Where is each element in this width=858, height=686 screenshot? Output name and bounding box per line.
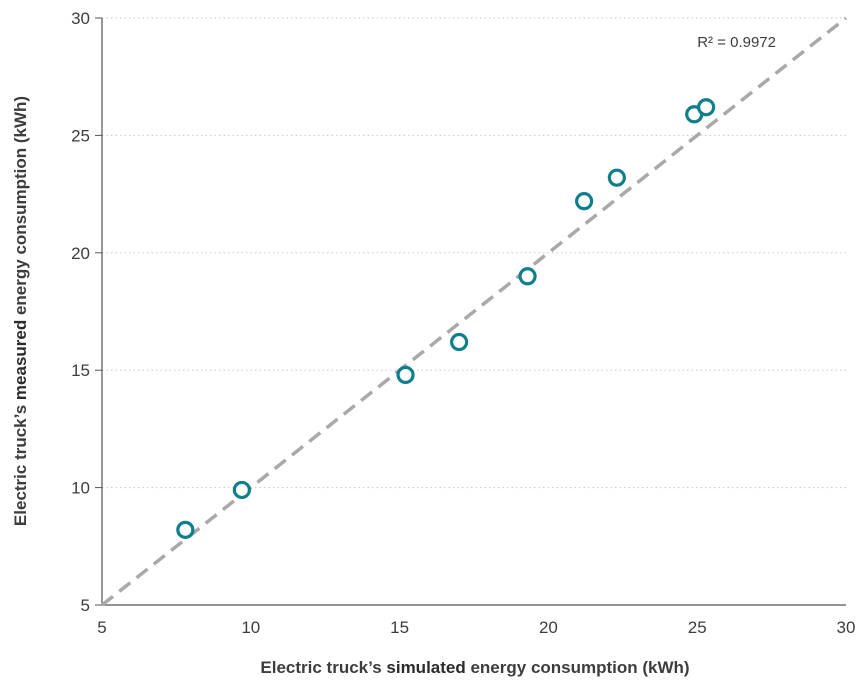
x-axis-title: Electric truck’s simulated energy consum…	[260, 658, 689, 677]
data-point-1	[176, 520, 195, 539]
data-points	[176, 98, 716, 539]
x-tick-label-10: 10	[241, 618, 260, 637]
x-tick-label-15: 15	[390, 618, 409, 637]
r-squared-annotation: R² = 0.9972	[697, 34, 776, 51]
x-axis-title-emphasis: simulated	[386, 658, 465, 677]
data-point-9	[697, 98, 716, 117]
x-tick-label-5: 5	[97, 618, 106, 637]
axes	[95, 17, 846, 606]
y-axis-title-emphasis: measured	[11, 320, 30, 400]
x-tick-label-25: 25	[688, 618, 707, 637]
y-tick-label-30: 30	[71, 9, 90, 28]
data-point-4	[450, 332, 469, 352]
fit-line-group	[100, 16, 848, 607]
fit-line	[100, 16, 848, 607]
x-tick-label-20: 20	[539, 618, 558, 637]
y-tick-label-5: 5	[81, 596, 90, 615]
y-tick-label-20: 20	[71, 244, 90, 263]
y-axis-title-prefix: Electric truck’s	[11, 400, 30, 526]
x-axis-title-suffix: energy consumption (kWh)	[466, 658, 690, 677]
data-point-6	[575, 192, 594, 211]
data-point-5	[518, 267, 537, 286]
x-axis-title-prefix: Electric truck’s	[260, 658, 386, 677]
x-tick-label-30: 30	[837, 618, 856, 637]
y-tick-label-10: 10	[71, 479, 90, 498]
y-axis-title-suffix: energy consumption (kWh)	[11, 96, 30, 320]
y-tick-label-25: 25	[71, 126, 90, 145]
tick-labels: 5 10 15 20 25 30 5 10 15 20 25 30	[71, 9, 855, 637]
y-axis-title: Electric truck’s measured energy consump…	[11, 96, 30, 526]
y-tick-label-15: 15	[71, 361, 90, 380]
grid-lines	[102, 17, 846, 489]
data-point-7	[607, 168, 626, 187]
data-point-3	[396, 365, 415, 384]
data-point-2	[232, 480, 251, 500]
